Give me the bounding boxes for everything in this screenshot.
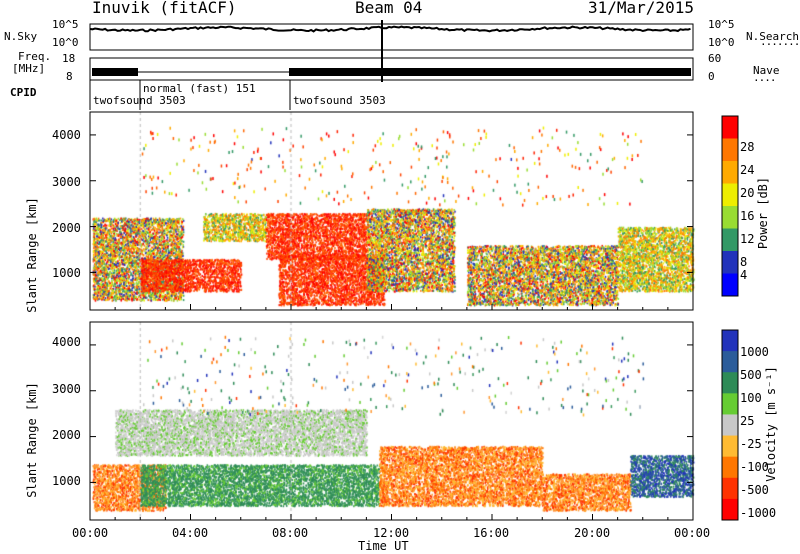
colorbar-swatch (722, 435, 738, 458)
velocity-cbar-tick-100: 100 (740, 391, 762, 405)
xtick-0400: 04:00 (172, 526, 209, 540)
velocity-cbar-tick-25: 25 (740, 414, 755, 428)
colorbar-frame (721, 329, 739, 521)
colorbar-swatch (722, 228, 738, 252)
colorbar-swatch (722, 456, 738, 479)
x-axis-label: Time UT (358, 539, 409, 553)
xtick-1600: 16:00 (473, 526, 510, 540)
nsearch-tick-bottom: 10^0 (708, 36, 735, 49)
xtick-1200: 12:00 (373, 526, 410, 540)
power-ytick-3000: 3000 (52, 175, 81, 189)
colorbar-swatch (722, 251, 738, 274)
nsky-tick-top: 10^5 (52, 18, 79, 31)
velocity-cbar-tick-neg100: -100 (740, 460, 769, 474)
power-cbar-tick-24: 24 (740, 163, 755, 177)
velocity-ytick-4000: 4000 (52, 335, 81, 349)
freq-label: Freq. (18, 50, 52, 63)
cpid-segment-2: normal (fast) 151 (143, 82, 256, 95)
power-panel-frame (89, 111, 694, 311)
colorbar-swatch (722, 477, 738, 500)
colorbar-swatch (722, 183, 738, 207)
nsky-panel (89, 23, 694, 51)
velocity-cbar-tick-neg25: -25 (740, 437, 762, 451)
beam-label: Beam 04 (355, 0, 423, 17)
freq-tick-bottom: 8 (66, 70, 73, 83)
freq-line-2 (289, 68, 691, 76)
colorbar-swatch (722, 414, 738, 437)
velocity-ylabel: Slant Range [km] (25, 382, 39, 498)
power-cbar-tick-16: 16 (740, 209, 755, 223)
velocity-cbar-tick-500: 500 (740, 368, 762, 382)
velocity-ytick-3000: 3000 (52, 382, 81, 396)
power-cbar-tick-20: 20 (740, 186, 755, 200)
nsearch-tick-top: 10^5 (708, 18, 735, 31)
x-tick-marks (89, 304, 694, 520)
colorbar-swatch (722, 116, 738, 139)
power-ylabel: Slant Range [km] (25, 197, 39, 313)
velocity-colorbar-label: Velocity [m s⁻¹] (764, 366, 778, 482)
power-cbar-tick-8: 8 (740, 255, 748, 269)
velocity-cbar-tick-neg1000: -1000 (740, 506, 777, 520)
velocity-ytick-1000: 1000 (52, 474, 81, 488)
nave-tick-bottom: 0 (708, 70, 715, 83)
nsearch-label: N.Search (746, 30, 799, 43)
velocity-colorbar (721, 329, 739, 521)
nave-label: Nave (753, 64, 780, 77)
xtick-0800: 08:00 (272, 526, 309, 540)
y-tick-marks (90, 134, 693, 483)
station-title: Inuvik (fitACF) (92, 0, 237, 17)
colorbar-frame (721, 115, 739, 297)
velocity-cbar-tick-neg500: -500 (740, 483, 769, 497)
colorbar-swatch (722, 330, 738, 352)
nave-tick-top: 60 (708, 52, 722, 65)
colorbar-swatch (722, 351, 738, 373)
freq-line (92, 68, 138, 76)
nsky-line (89, 25, 691, 33)
power-cbar-tick-28: 28 (740, 140, 755, 154)
power-cbar-tick-12: 12 (740, 232, 755, 246)
nsearch-dots: ······· (760, 38, 800, 51)
freq-panel (89, 57, 694, 81)
xtick-2400: 00:00 (674, 526, 711, 540)
colorbar-swatch (722, 206, 738, 229)
power-colorbar (721, 115, 739, 297)
colorbar-swatch (722, 273, 738, 297)
nsky-tick-bottom: 10^0 (52, 36, 79, 49)
velocity-panel-frame (89, 321, 694, 521)
power-colorbar-label: Power [dB] (756, 177, 770, 249)
cpid-label: CPID (10, 86, 37, 99)
nsky-label: N.Sky (4, 30, 38, 43)
colorbar-swatch (722, 138, 738, 162)
cpid-segment-3: twofsound 3503 (293, 94, 386, 107)
power-cbar-tick-4: 4 (740, 268, 748, 282)
cpid-segment-1: twofsound 3503 (93, 94, 186, 107)
date-label: 31/Mar/2015 (588, 0, 694, 17)
xtick-0000: 00:00 (72, 526, 109, 540)
colorbar-swatch (722, 498, 738, 521)
colorbar-swatch (722, 393, 738, 415)
xtick-2000: 20:00 (574, 526, 611, 540)
power-ytick-2000: 2000 (52, 221, 81, 235)
freq-unit: [MHz] (12, 62, 46, 75)
power-ytick-1000: 1000 (52, 266, 81, 280)
colorbar-swatch (722, 161, 738, 184)
power-ytick-4000: 4000 (52, 128, 81, 142)
nave-dots: ···· (753, 74, 776, 87)
colorbar-swatch (722, 372, 738, 394)
velocity-ytick-2000: 2000 (52, 428, 81, 442)
freq-tick-top: 18 (62, 52, 76, 65)
velocity-cbar-tick-1000: 1000 (740, 345, 769, 359)
